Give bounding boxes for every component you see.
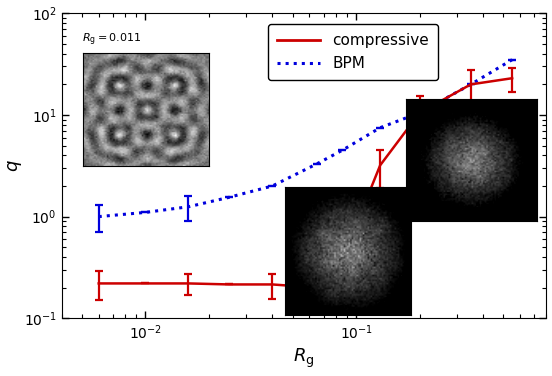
Y-axis label: $q$: $q$ — [6, 159, 24, 172]
Text: $R_{\mathrm{g}}=0.35$: $R_{\mathrm{g}}=0.35$ — [458, 107, 511, 123]
Text: $R_{\mathrm{g}}=0.086$: $R_{\mathrm{g}}=0.086$ — [301, 232, 361, 249]
Text: $R_{\mathrm{g}}=0.011$: $R_{\mathrm{g}}=0.011$ — [82, 32, 141, 48]
X-axis label: $R_{\mathrm{g}}$: $R_{\mathrm{g}}$ — [293, 347, 315, 370]
Legend: compressive, BPM: compressive, BPM — [268, 24, 438, 80]
